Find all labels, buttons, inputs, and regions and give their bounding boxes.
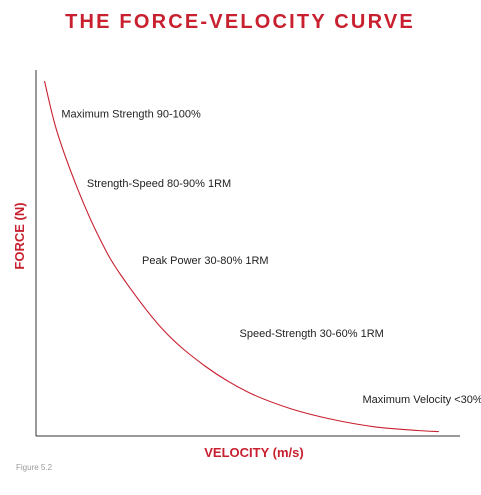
annotation-5: Maximum Velocity <30% 1RM [363, 394, 481, 406]
y-axis-label: FORCE (N) [12, 202, 27, 269]
force-velocity-curve [43, 80, 439, 433]
annotation-3: Peak Power 30-80% 1RM [142, 255, 269, 267]
plot-area: Maximum Strength 90-100% Strength-Speed 8… [35, 70, 481, 437]
annotation-2: Strength-Speed 80-90% 1RM [87, 178, 231, 190]
annotations-group: Maximum Strength 90-100% Strength-Speed 8… [61, 109, 481, 407]
x-axis-label: VELOCITY (m/s) [204, 445, 303, 460]
annotation-4: Speed-Strength 30-60% 1RM [240, 328, 384, 340]
figure-caption: Figure 5.2 [16, 463, 53, 472]
annotation-1: Maximum Strength 90-100% [61, 109, 201, 121]
chart-title: THE FORCE-VELOCITY CURVE [65, 11, 415, 33]
